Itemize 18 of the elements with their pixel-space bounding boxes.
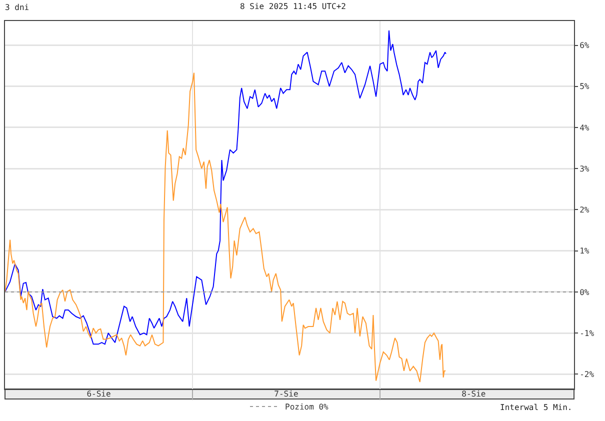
y-tick-label: 4% — [580, 123, 590, 132]
y-tick-label: -2% — [580, 370, 594, 379]
legend-label: Poziom 0% — [285, 402, 329, 412]
y-tick-label: 0% — [580, 288, 590, 297]
x-tick-label: 6-Sie — [86, 390, 111, 399]
chart-subtitle: 8 Sie 2025 11:45 UTC+2 — [240, 2, 346, 11]
text: Interwal 5 Min. — [500, 403, 572, 412]
y-tick-label: 1% — [580, 246, 590, 256]
y-tick-label: -1% — [580, 328, 594, 338]
x-tick-label: 8-Sie — [462, 390, 486, 399]
x-tick-label: 7-Sie — [274, 390, 298, 399]
line-series — [5, 30, 446, 345]
chart-title: 3 dni — [5, 2, 30, 12]
y-tick-label: 6% — [580, 41, 590, 50]
y-tick-label: 5% — [580, 82, 590, 92]
y-tick-label: 3% — [580, 164, 590, 174]
y-tick-label: 2% — [580, 206, 590, 215]
line-series — [5, 72, 446, 383]
